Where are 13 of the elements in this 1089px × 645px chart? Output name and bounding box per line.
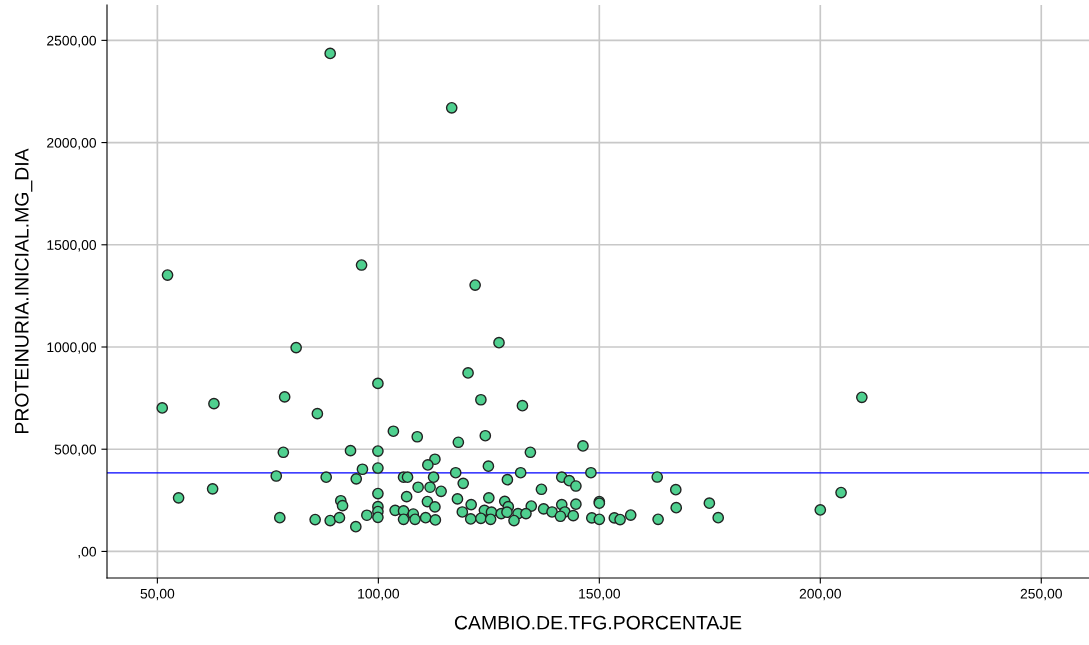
y-tick-label: 1000,00 xyxy=(47,342,97,354)
y-tick-label: 1500,00 xyxy=(47,240,97,252)
x-tick-label: 150,00 xyxy=(579,588,621,601)
y-tick-label: 2500,00 xyxy=(47,35,97,48)
y-tick-label: ,00 xyxy=(78,546,97,559)
y-axis-title: PROTEINURIA.INICIAL.MG_DIA xyxy=(14,148,33,434)
y-tick-label: 2000,00 xyxy=(47,137,97,150)
x-axis-title: CAMBIO.DE.TFG.PORCENTAJE xyxy=(454,615,742,630)
y-tick-label: 500,00 xyxy=(54,444,97,457)
x-tick-label: 250,00 xyxy=(1020,588,1062,601)
x-tick-label: 200,00 xyxy=(799,588,841,601)
x-tick-label: 50,00 xyxy=(140,588,175,601)
x-tick-label: 100,00 xyxy=(358,588,400,601)
